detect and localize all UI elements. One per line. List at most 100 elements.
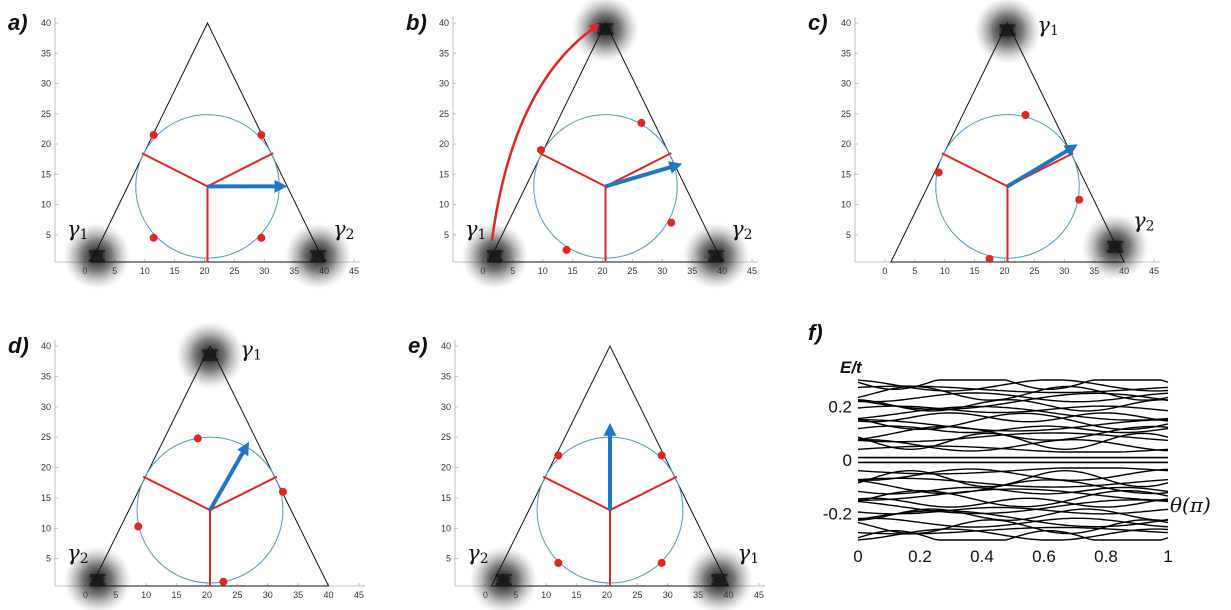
y-tick-label: 30 bbox=[41, 402, 51, 412]
x-tick-label: 0.8 bbox=[1094, 547, 1118, 566]
x-tick-label: 30 bbox=[259, 266, 269, 276]
y-tick-label: 30 bbox=[41, 79, 51, 89]
x-tick-label: 25 bbox=[1029, 266, 1039, 276]
red-dot bbox=[637, 119, 645, 127]
red-dot bbox=[194, 434, 202, 442]
x-tick-label: 15 bbox=[172, 590, 182, 600]
density-fringe bbox=[85, 253, 91, 259]
density-fringe bbox=[722, 252, 728, 259]
junction-leg bbox=[942, 153, 1008, 186]
y-tick-label: 10 bbox=[841, 200, 851, 210]
panel-label: f) bbox=[808, 320, 823, 345]
panel-label: e) bbox=[408, 333, 428, 358]
panel-label: b) bbox=[406, 10, 427, 35]
red-dot bbox=[554, 559, 562, 567]
x-tick-label: 45 bbox=[354, 590, 364, 600]
junction-leg bbox=[143, 477, 210, 510]
y-tick-label: 0 bbox=[843, 451, 852, 470]
y-tick-label: 30 bbox=[441, 402, 451, 412]
density-core bbox=[598, 23, 614, 35]
y-tick-label: 25 bbox=[41, 432, 51, 442]
gamma-label: γ2 bbox=[467, 541, 488, 567]
gamma-label: γ2 bbox=[1133, 209, 1154, 235]
junction-leg bbox=[208, 153, 274, 186]
x-tick-label: 20 bbox=[602, 590, 612, 600]
junction-leg bbox=[142, 153, 208, 186]
red-dot bbox=[986, 255, 994, 263]
x-tick-label: 30 bbox=[663, 590, 673, 600]
y-tick-label: 10 bbox=[41, 200, 51, 210]
red-dot bbox=[279, 488, 287, 496]
panel-a: a)051015202530354045510152025303540γ1γ2 bbox=[8, 10, 360, 289]
x-tick-label: 10 bbox=[538, 266, 548, 276]
density-fringe bbox=[216, 351, 222, 358]
x-tick-label: 25 bbox=[632, 590, 642, 600]
panel-f-spectrum: f) E/t θ(π) 0 0.2 0.4 0.6 0.8 1 -0.2 0 0.2 bbox=[808, 320, 1211, 566]
red-dot bbox=[150, 131, 158, 139]
red-dot bbox=[150, 234, 158, 242]
y-tick-label: 30 bbox=[439, 79, 449, 89]
red-dot bbox=[1075, 196, 1083, 204]
x-tick-label: 0.6 bbox=[1032, 547, 1056, 566]
red-dot bbox=[563, 246, 571, 254]
x-tick-label: 15 bbox=[568, 266, 578, 276]
y-tick-label: 20 bbox=[441, 463, 451, 473]
lower-band-line bbox=[858, 509, 1168, 520]
x-tick-label: 30 bbox=[263, 590, 273, 600]
density-fringe bbox=[510, 576, 516, 583]
y-tick-label: 35 bbox=[841, 48, 851, 58]
x-tick-label: 15 bbox=[170, 266, 180, 276]
density-fringe bbox=[103, 252, 109, 259]
gamma-label: γ1 bbox=[738, 541, 759, 567]
x-tick-label: 0 bbox=[853, 547, 862, 566]
y-tick-label: 40 bbox=[441, 341, 451, 351]
x-tick-label: 25 bbox=[627, 266, 637, 276]
panel-d: d)051015202530354045510152025303540γ1γ2 bbox=[8, 321, 365, 610]
density-fringe bbox=[1014, 26, 1020, 33]
x-tick-label: 30 bbox=[657, 266, 667, 276]
red-dot bbox=[257, 234, 265, 242]
gamma-label: γ2 bbox=[731, 217, 752, 243]
y-tick-label: 15 bbox=[439, 169, 449, 179]
x-tick-label: 15 bbox=[572, 590, 582, 600]
panel-b: b)051015202530354045510152025303540γ1γ2 bbox=[406, 0, 758, 289]
x-tick-label: 0.2 bbox=[908, 547, 932, 566]
x-tick-label: 0 bbox=[882, 266, 887, 276]
red-dot bbox=[658, 559, 666, 567]
x-axis-label: θ(π) bbox=[1170, 493, 1211, 517]
density-fringe bbox=[306, 253, 312, 259]
junction-leg bbox=[540, 153, 606, 186]
y-tick-label: 15 bbox=[41, 169, 51, 179]
y-tick-label: 20 bbox=[439, 139, 449, 149]
y-tick-label: 10 bbox=[41, 523, 51, 533]
y-tick-label: 40 bbox=[841, 18, 851, 28]
y-tick-label: 20 bbox=[41, 463, 51, 473]
y-tick-label: 40 bbox=[41, 341, 51, 351]
density-fringe bbox=[1121, 243, 1127, 250]
x-tick-label: 25 bbox=[229, 266, 239, 276]
gamma-label: γ1 bbox=[1037, 13, 1058, 39]
panel-label: a) bbox=[8, 10, 28, 35]
y-tick-label: 5 bbox=[446, 554, 451, 564]
x-tick-label: 20 bbox=[202, 590, 212, 600]
gamma-label: γ2 bbox=[333, 217, 354, 243]
y-tick-label: 5 bbox=[846, 230, 851, 240]
y-tick-label: 10 bbox=[441, 523, 451, 533]
gamma-label: γ1 bbox=[240, 337, 261, 363]
x-tick-label: 10 bbox=[141, 590, 151, 600]
y-axis-label: E/t bbox=[840, 358, 863, 377]
density-fringe bbox=[707, 577, 713, 583]
panel-c: c)051015202530354045510152025303540γ1γ2 bbox=[808, 0, 1160, 280]
density-fringe bbox=[324, 252, 330, 259]
junction-leg bbox=[543, 477, 610, 510]
density-core bbox=[202, 349, 218, 361]
red-dot bbox=[537, 146, 545, 154]
red-dot bbox=[554, 451, 562, 459]
red-dot bbox=[935, 168, 943, 176]
density-fringe bbox=[483, 253, 489, 259]
y-tick-label: 40 bbox=[41, 18, 51, 28]
gamma-label: γ1 bbox=[465, 217, 486, 243]
density-fringe bbox=[501, 252, 507, 259]
x-tick-label: 20 bbox=[200, 266, 210, 276]
